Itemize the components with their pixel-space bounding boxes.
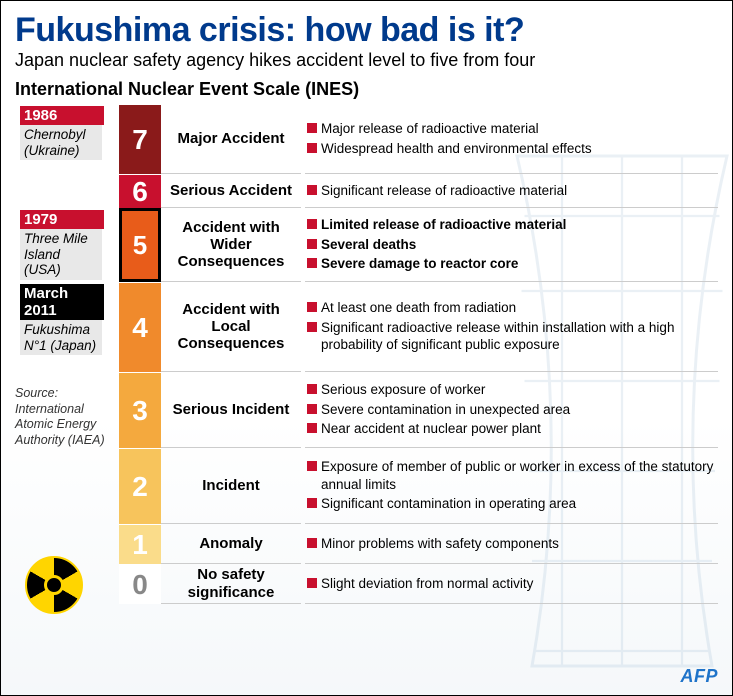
event-year: March 2011: [20, 284, 104, 320]
scale-level-5: 5: [119, 208, 161, 282]
bullet-item: Significant contamination in operating a…: [307, 495, 716, 513]
bullet-item: Limited release of radioactive material: [307, 216, 716, 234]
main-title: Fukushima crisis: how bad is it?: [15, 11, 718, 50]
descriptions-column: Major release of radioactive material Wid…: [301, 104, 718, 604]
level-label: Incident: [161, 448, 301, 524]
bullet-item: Near accident at nuclear power plant: [307, 420, 716, 438]
scale-level-7: 7: [119, 104, 161, 174]
level-description: At least one death from radiation Signifi…: [305, 282, 718, 372]
bullet-text: Significant release of radioactive mater…: [321, 182, 567, 200]
level-description: Minor problems with safety components: [305, 524, 718, 564]
labels-column: Major AccidentSerious AccidentAccident w…: [161, 104, 301, 604]
bullet-icon: [307, 185, 317, 195]
level-label: Accident with Wider Consequences: [161, 208, 301, 282]
bullet-text: Widespread health and environmental effe…: [321, 140, 592, 158]
bullet-text: Severe damage to reactor core: [321, 255, 518, 273]
event-chernobyl: 1986 Chernobyl (Ukraine): [15, 104, 107, 162]
event-name: Fukushima N°1 (Japan): [20, 320, 102, 355]
bullet-text: Minor problems with safety components: [321, 535, 559, 553]
scale-level-1: 1: [119, 524, 161, 564]
level-description: Exposure of member of public or worker i…: [305, 448, 718, 524]
bullet-icon: [307, 384, 317, 394]
level-label: Serious Incident: [161, 372, 301, 448]
bullet-item: Severe damage to reactor core: [307, 255, 716, 273]
bullet-icon: [307, 143, 317, 153]
bullet-text: Several deaths: [321, 236, 416, 254]
bullet-icon: [307, 538, 317, 548]
level-description: Major release of radioactive material Wid…: [305, 104, 718, 174]
bullet-item: Severe contamination in unexpected area: [307, 401, 716, 419]
bullet-text: Serious exposure of worker: [321, 381, 485, 399]
bullet-item: Major release of radioactive material: [307, 120, 716, 138]
event-name: Chernobyl (Ukraine): [20, 125, 102, 160]
afp-logo: AFP: [681, 666, 719, 687]
event-fukushima: March 2011 Fukushima N°1 (Japan): [15, 282, 107, 357]
bullet-text: Severe contamination in unexpected area: [321, 401, 570, 419]
level-label: Anomaly: [161, 524, 301, 564]
bullet-item: Exposure of member of public or worker i…: [307, 458, 716, 493]
bullet-icon: [307, 239, 317, 249]
bullet-text: Major release of radioactive material: [321, 120, 539, 138]
bullet-icon: [307, 578, 317, 588]
event-tmi: 1979 Three Mile Island (USA): [15, 208, 107, 282]
scale-level-6: 6: [119, 174, 161, 208]
level-description: Slight deviation from normal activity: [305, 564, 718, 604]
bullet-item: Significant release of radioactive mater…: [307, 182, 716, 200]
bullet-icon: [307, 322, 317, 332]
bullet-item: Serious exposure of worker: [307, 381, 716, 399]
bullet-icon: [307, 258, 317, 268]
bullet-text: At least one death from radiation: [321, 299, 516, 317]
bullet-icon: [307, 302, 317, 312]
level-label: Major Accident: [161, 104, 301, 174]
bullet-icon: [307, 219, 317, 229]
bullet-text: Exposure of member of public or worker i…: [321, 458, 716, 493]
scale-level-2: 2: [119, 448, 161, 524]
level-label: Accident with Local Consequences: [161, 282, 301, 372]
bullet-item: Significant radioactive release within i…: [307, 319, 716, 354]
level-label: No safety significance: [161, 564, 301, 604]
subtitle: Japan nuclear safety agency hikes accide…: [15, 50, 718, 71]
scale-numbers-column: 76543210: [119, 104, 161, 604]
events-column: 1986 Chernobyl (Ukraine) 1979 Three Mile…: [15, 104, 115, 604]
bullet-text: Significant contamination in operating a…: [321, 495, 576, 513]
bullet-icon: [307, 461, 317, 471]
bullet-text: Limited release of radioactive material: [321, 216, 566, 234]
scale-level-0: 0: [119, 564, 161, 604]
scale-level-4: 4: [119, 282, 161, 372]
bullet-text: Slight deviation from normal activity: [321, 575, 533, 593]
bullet-item: Several deaths: [307, 236, 716, 254]
bullet-icon: [307, 123, 317, 133]
bullet-text: Significant radioactive release within i…: [321, 319, 716, 354]
bullet-text: Near accident at nuclear power plant: [321, 420, 541, 438]
event-year: 1979: [20, 210, 104, 229]
radiation-icon: [25, 556, 83, 614]
bullet-item: Minor problems with safety components: [307, 535, 716, 553]
event-year: 1986: [20, 106, 104, 125]
scale-level-3: 3: [119, 372, 161, 448]
bullet-item: Widespread health and environmental effe…: [307, 140, 716, 158]
event-name: Three Mile Island (USA): [20, 229, 102, 280]
bullet-icon: [307, 498, 317, 508]
level-description: Significant release of radioactive mater…: [305, 174, 718, 208]
level-label: Serious Accident: [161, 174, 301, 208]
scale-title: International Nuclear Event Scale (INES): [15, 79, 718, 100]
level-description: Serious exposure of worker Severe contami…: [305, 372, 718, 448]
bullet-icon: [307, 404, 317, 414]
source-text: Source: International Atomic Energy Auth…: [15, 386, 107, 449]
bullet-item: Slight deviation from normal activity: [307, 575, 716, 593]
level-description: Limited release of radioactive material S…: [305, 208, 718, 282]
bullet-icon: [307, 423, 317, 433]
bullet-item: At least one death from radiation: [307, 299, 716, 317]
